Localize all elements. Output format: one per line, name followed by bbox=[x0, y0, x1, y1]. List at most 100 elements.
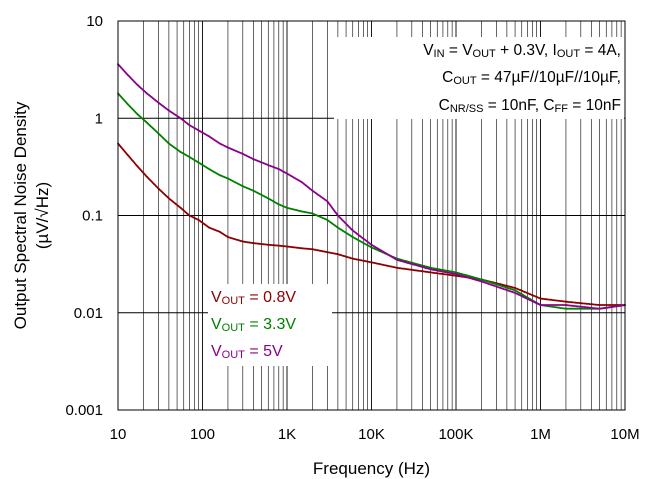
series-2-point bbox=[336, 226, 339, 229]
x-tick-label: 1K bbox=[278, 426, 296, 443]
series-3-point bbox=[267, 164, 270, 166]
series-2-point bbox=[480, 278, 483, 281]
series-1-point bbox=[197, 219, 200, 221]
series-3-point bbox=[218, 142, 221, 145]
x-tick-label: 100 bbox=[190, 426, 215, 443]
series-3-point bbox=[157, 101, 160, 104]
series-1-point bbox=[311, 248, 314, 251]
series-3-point bbox=[514, 291, 516, 294]
series-2-point bbox=[167, 142, 170, 145]
series-3-point bbox=[539, 304, 542, 306]
series-1-point bbox=[157, 187, 160, 190]
series-1-point bbox=[188, 214, 191, 217]
series-2-point bbox=[188, 156, 191, 158]
series-2-point bbox=[351, 236, 354, 238]
series-3-point bbox=[208, 135, 211, 138]
y-tick-label: 0.01 bbox=[74, 305, 103, 322]
series-2-point bbox=[146, 121, 148, 124]
series-1-point bbox=[146, 175, 148, 178]
series-3-point bbox=[351, 229, 354, 232]
series-1-point bbox=[336, 253, 339, 256]
series-1-point bbox=[267, 243, 270, 246]
x-tick-label: 10 bbox=[110, 426, 127, 443]
y-axis-title-line1: Output Spectral Noise Density bbox=[11, 101, 30, 329]
legend-entry-3: VOUT = 5V bbox=[211, 343, 283, 361]
series-1-point bbox=[351, 257, 354, 260]
series-3-point bbox=[300, 181, 303, 184]
series-1-point bbox=[539, 297, 542, 300]
series-2-point bbox=[136, 113, 139, 116]
series-3-point bbox=[396, 258, 398, 261]
plot-frame bbox=[117, 20, 626, 411]
series-2-point bbox=[267, 197, 270, 200]
series-3-point bbox=[241, 152, 244, 155]
y-axis-title-line2: (µV/√Hz) bbox=[33, 182, 52, 249]
series-1-point bbox=[218, 230, 221, 233]
series-2-point bbox=[455, 271, 457, 274]
x-tick-label: 10M bbox=[610, 426, 639, 443]
series-2-point bbox=[252, 189, 255, 192]
series-2-point bbox=[157, 132, 160, 135]
series-1-point bbox=[179, 206, 182, 209]
x-tick-label: 10K bbox=[358, 426, 385, 443]
series-2-point bbox=[300, 210, 303, 213]
series-1-point bbox=[514, 287, 516, 289]
series-1-point bbox=[208, 226, 211, 229]
series-1-point bbox=[370, 261, 373, 264]
tick-labels: 10 100 1K 10K 100K 1M 10M 0.001 0.01 0.1 1 10 bbox=[65, 13, 639, 443]
series-3-point bbox=[480, 280, 483, 283]
series-1-point bbox=[277, 244, 280, 247]
series-2-point bbox=[126, 103, 129, 105]
series-3-point bbox=[565, 304, 567, 306]
series-2-point bbox=[218, 174, 221, 177]
series-1-point bbox=[396, 266, 398, 269]
annotation-line-3: CNR/SS = 10nF, CFF = 10nF bbox=[439, 97, 621, 115]
series-3-point bbox=[227, 146, 229, 149]
series-3-point bbox=[326, 200, 329, 203]
series-3-point bbox=[188, 124, 191, 127]
series-3-point bbox=[429, 268, 432, 271]
series-2-point bbox=[514, 289, 516, 292]
series-3-point bbox=[146, 92, 148, 95]
plot-series bbox=[117, 63, 626, 310]
legend-entry-1: VOUT = 0.8V bbox=[211, 289, 296, 307]
annotation-line-1: VIN = VOUT + 0.3V, IOUT = 4A, bbox=[423, 42, 621, 60]
series-2-point bbox=[311, 212, 314, 215]
series-3-point bbox=[252, 158, 255, 161]
series-1-point bbox=[136, 165, 139, 168]
annotation-line-2: COUT = 47µF//10µF//10µF, bbox=[442, 69, 621, 87]
legend-entry-2: VOUT = 3.3V bbox=[211, 316, 296, 334]
x-tick-label: 1M bbox=[530, 426, 551, 443]
series-3-point bbox=[179, 117, 182, 120]
series-1-point bbox=[326, 251, 329, 254]
series-1-point bbox=[598, 304, 601, 306]
y-tick-label: 0.1 bbox=[82, 208, 103, 225]
series-3-point bbox=[286, 172, 288, 175]
series-3-point bbox=[197, 129, 200, 132]
series-2-point bbox=[326, 219, 329, 221]
x-tick-label: 100K bbox=[438, 426, 473, 443]
series-2-point bbox=[179, 151, 182, 153]
legend-box bbox=[208, 284, 332, 366]
series-1-point bbox=[167, 197, 170, 200]
series-2-point bbox=[370, 246, 373, 249]
series-2-point bbox=[208, 168, 211, 170]
series-1-point bbox=[565, 300, 567, 303]
y-axis-title: Output Spectral Noise Density (µV/√Hz) bbox=[11, 101, 52, 329]
series-1-point bbox=[300, 247, 303, 250]
series-1-point bbox=[241, 240, 244, 243]
series-2-point bbox=[197, 161, 200, 164]
series-3-point bbox=[370, 243, 373, 246]
series-2-point bbox=[277, 203, 280, 206]
series-line-3 bbox=[117, 63, 626, 310]
series-3-point bbox=[136, 84, 139, 86]
series-2-point bbox=[286, 206, 288, 209]
series-3-point bbox=[167, 109, 170, 112]
conditions-annotation: VIN = VOUT + 0.3V, IOUT = 4A, COUT = 47µF… bbox=[423, 42, 621, 115]
series-1-point bbox=[286, 245, 288, 248]
y-tick-label: 10 bbox=[86, 13, 103, 30]
series-2-point bbox=[227, 177, 229, 180]
series-1-point bbox=[429, 271, 432, 274]
x-axis-title: Frequency (Hz) bbox=[313, 459, 430, 478]
legend: VOUT = 0.8V VOUT = 3.3V VOUT = 5V bbox=[211, 289, 296, 361]
